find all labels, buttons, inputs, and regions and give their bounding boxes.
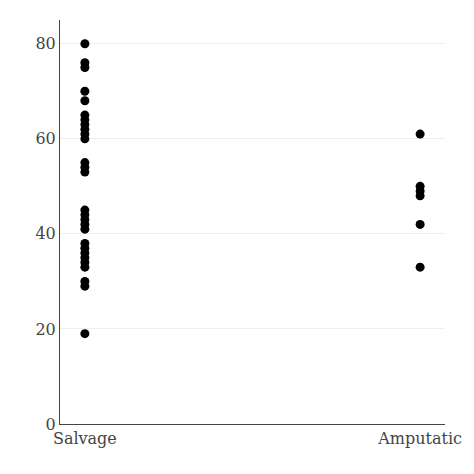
- svg-text:20: 20: [35, 320, 55, 339]
- svg-text:60: 60: [35, 129, 55, 148]
- svg-text:80: 80: [35, 34, 55, 53]
- svg-text:0: 0: [46, 415, 56, 434]
- svg-text:Amputatic: Amputatic: [377, 429, 462, 448]
- svg-text:Salvage: Salvage: [53, 429, 117, 448]
- svg-text:40: 40: [35, 224, 55, 243]
